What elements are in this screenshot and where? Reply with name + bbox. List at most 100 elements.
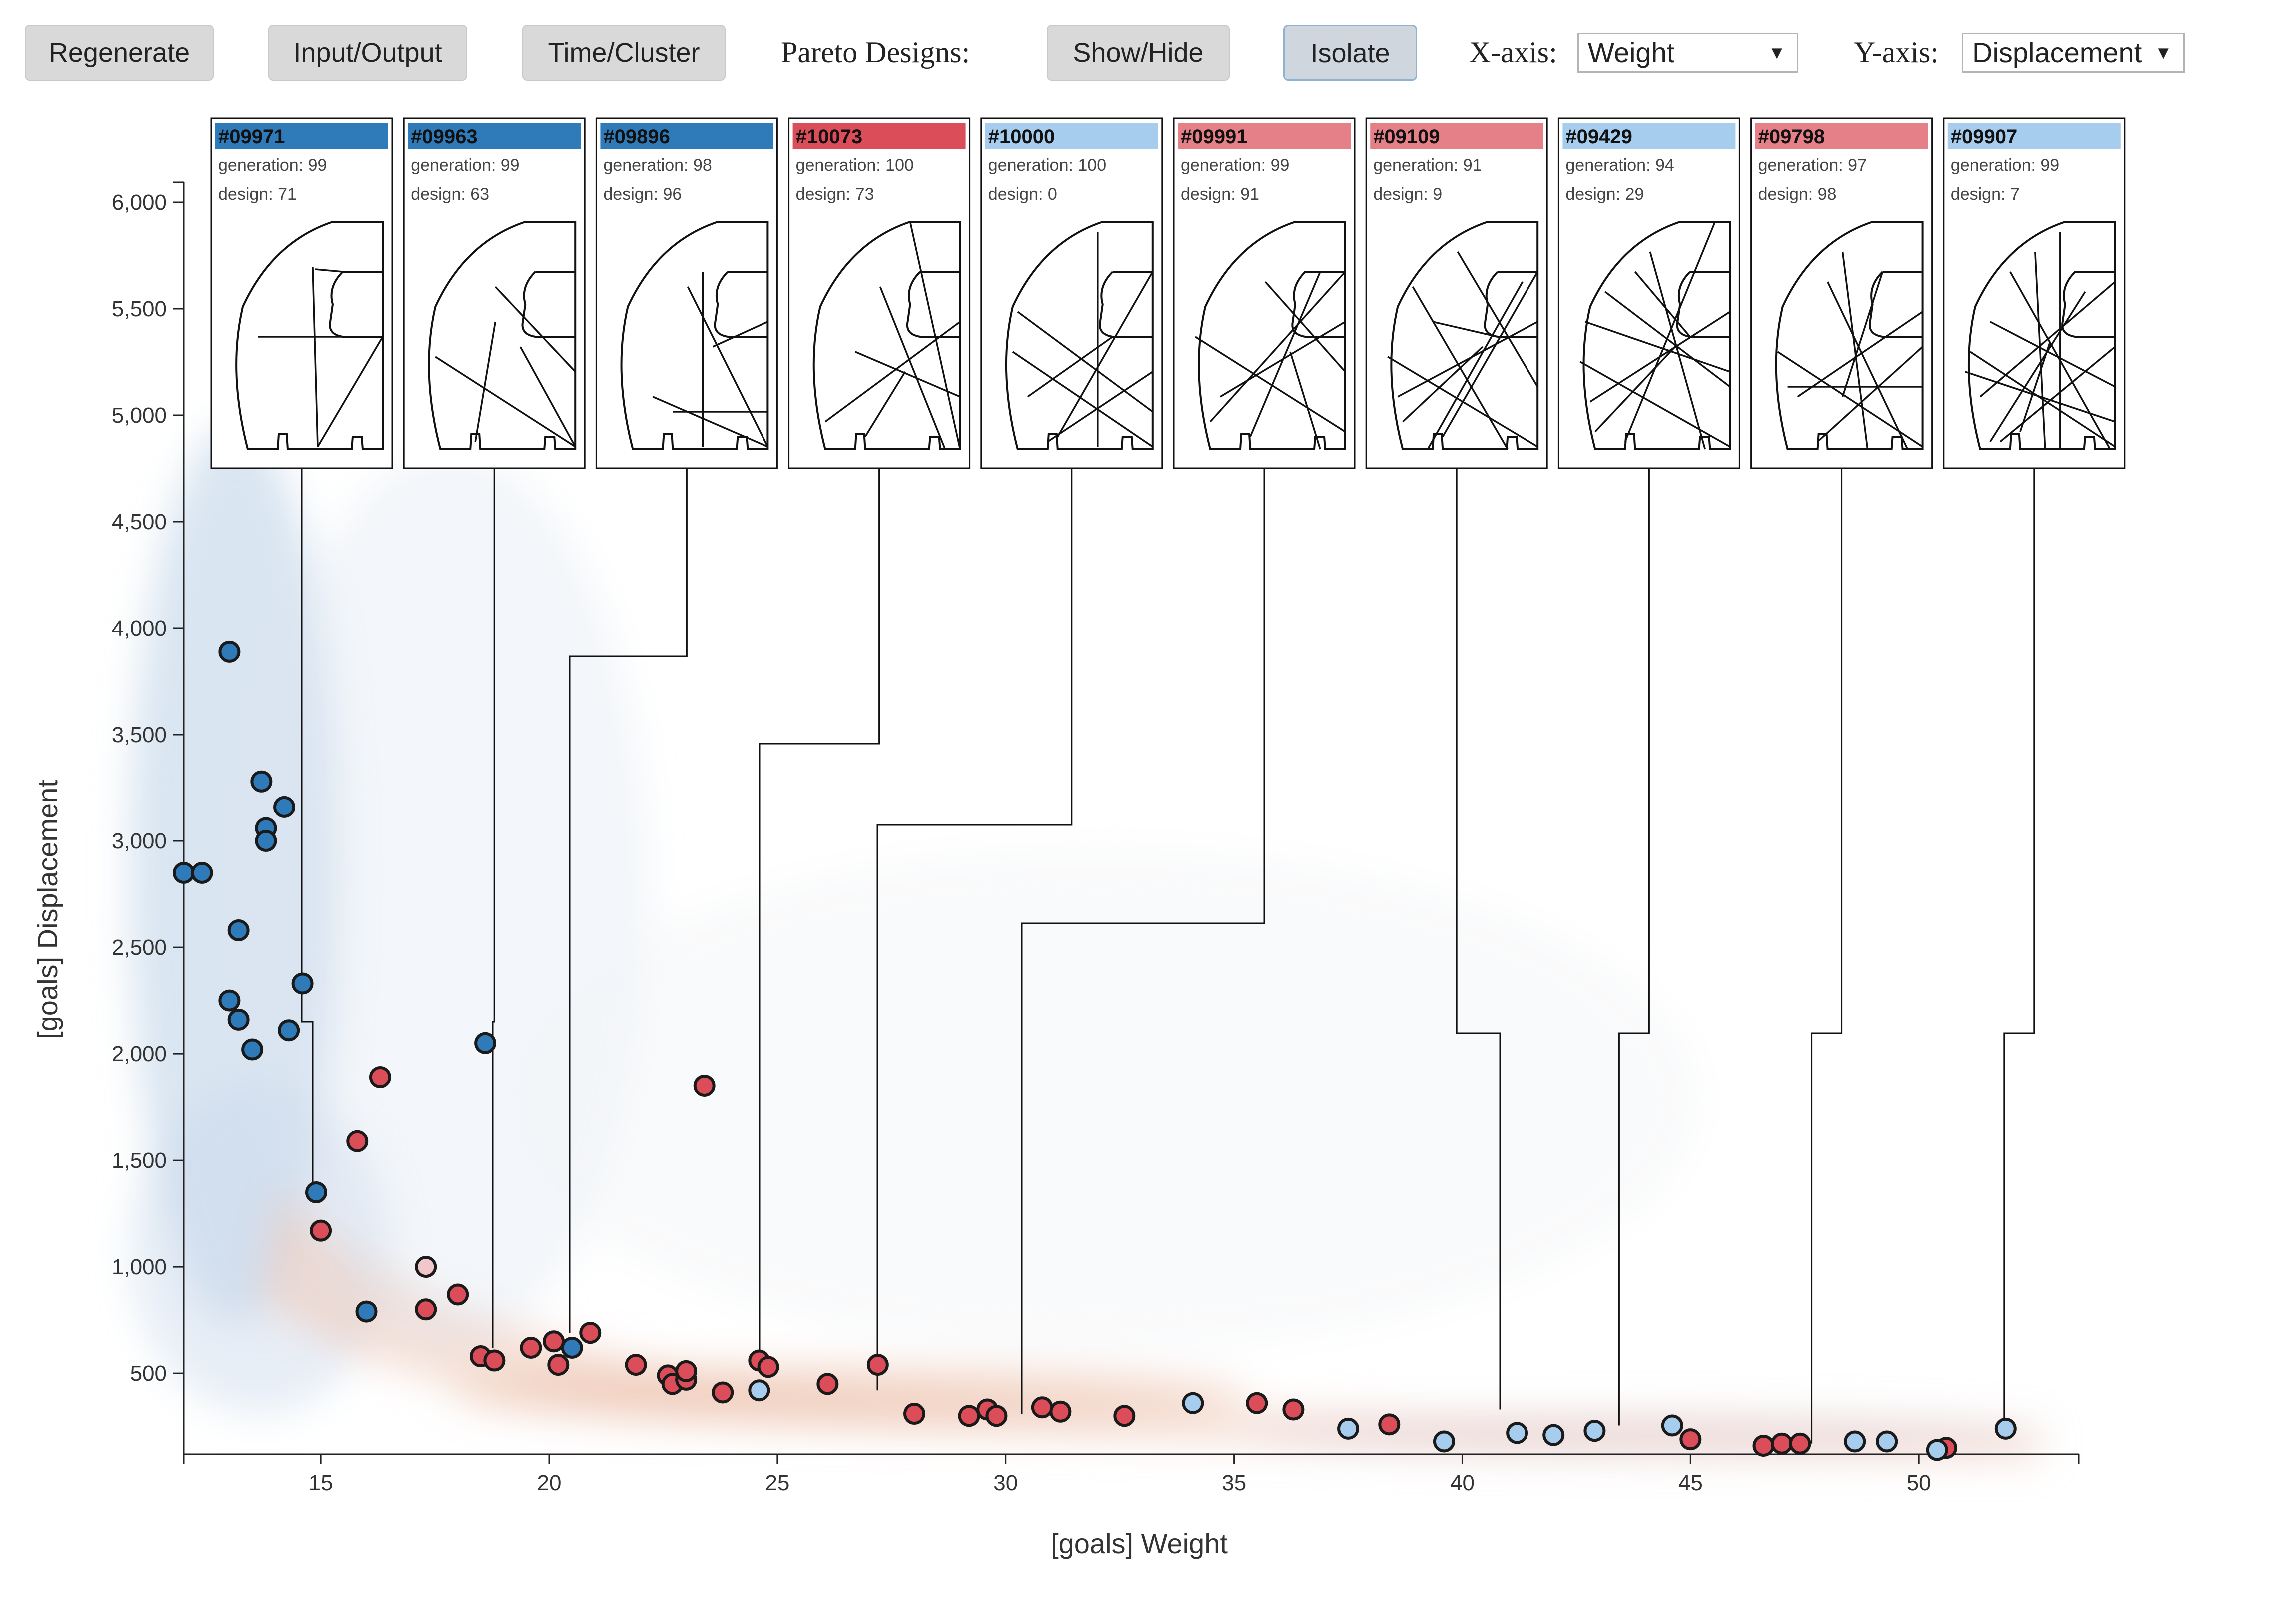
card-generation: generation: 100 — [988, 156, 1106, 175]
data-point-cluster-light-blue[interactable] — [1926, 1439, 1948, 1461]
data-point-cluster-red[interactable] — [543, 1330, 565, 1353]
data-point-cluster-dark-blue[interactable] — [305, 1181, 327, 1203]
data-point-cluster-red[interactable] — [712, 1381, 734, 1404]
y-axis-select[interactable]: Displacement ▼ — [1962, 33, 2185, 73]
input-output-button[interactable]: Input/Output — [268, 25, 467, 81]
design-cutout — [521, 271, 576, 338]
data-point-cluster-red[interactable] — [625, 1354, 647, 1376]
data-point-cluster-dark-blue[interactable] — [273, 796, 296, 818]
data-point-cluster-red[interactable] — [1113, 1405, 1136, 1427]
data-point-cluster-red[interactable] — [1752, 1434, 1775, 1457]
data-point-cluster-dark-blue[interactable] — [227, 919, 250, 941]
isolate-button[interactable]: Isolate — [1283, 25, 1417, 81]
data-point-cluster-dark-blue[interactable] — [355, 1300, 378, 1323]
data-point-cluster-red[interactable] — [866, 1354, 889, 1376]
design-member — [1965, 371, 2116, 423]
data-point-cluster-red[interactable] — [693, 1074, 716, 1097]
data-point-cluster-light-blue[interactable] — [1583, 1420, 1606, 1442]
data-point-cluster-red[interactable] — [547, 1354, 570, 1376]
pareto-card-09907[interactable]: #09907 generation: 99 design: 7 — [1943, 117, 2126, 469]
design-member — [712, 321, 768, 348]
data-point-cluster-red[interactable] — [483, 1349, 506, 1372]
data-point-cluster-red[interactable] — [1771, 1432, 1793, 1455]
data-point-cluster-dark-blue[interactable] — [561, 1336, 583, 1359]
y-axis-title: [goals] Displacement — [32, 780, 63, 1039]
x-tick-label: 45 — [1678, 1471, 1703, 1495]
design-member — [1195, 336, 1346, 433]
data-point-cluster-dark-blue[interactable] — [218, 989, 241, 1012]
pareto-card-09896[interactable]: #09896 generation: 98 design: 96 — [595, 117, 778, 469]
data-point-cluster-red[interactable] — [415, 1298, 437, 1321]
data-point-cluster-dark-blue[interactable] — [291, 972, 314, 995]
data-point-cluster-red[interactable] — [675, 1360, 698, 1382]
data-point-cluster-dark-blue[interactable] — [474, 1032, 497, 1054]
data-point-cluster-red[interactable] — [1789, 1432, 1811, 1455]
data-point-cluster-dark-blue[interactable] — [218, 640, 241, 663]
pareto-card-09963[interactable]: #09963 generation: 99 design: 63 — [403, 117, 586, 469]
x-tick-label: 30 — [993, 1471, 1018, 1495]
data-point-cluster-red[interactable] — [579, 1322, 602, 1344]
show-hide-button[interactable]: Show/Hide — [1047, 25, 1230, 81]
pareto-card-09971[interactable]: #09971 generation: 99 design: 71 — [210, 117, 393, 469]
data-point-cluster-red[interactable] — [1246, 1392, 1268, 1414]
card-frame — [1750, 117, 1933, 469]
data-point-cluster-red[interactable] — [903, 1403, 925, 1425]
data-point-cluster-red[interactable] — [369, 1066, 391, 1088]
data-point-cluster-light-blue[interactable] — [1433, 1430, 1455, 1453]
time-cluster-button[interactable]: Time/Cluster — [522, 25, 726, 81]
data-point-cluster-red[interactable] — [1378, 1413, 1401, 1436]
data-point-cluster-light-blue[interactable] — [1542, 1424, 1565, 1446]
card-design: design: 73 — [796, 185, 874, 204]
data-point-cluster-light-blue[interactable] — [1506, 1422, 1528, 1444]
data-point-cluster-light-blue[interactable] — [1994, 1417, 2017, 1440]
y-axis-select-value: Displacement — [1972, 37, 2142, 68]
data-point-cluster-red[interactable] — [1049, 1400, 1072, 1423]
design-drawing — [1195, 221, 1346, 450]
data-point-cluster-red[interactable] — [816, 1373, 839, 1395]
y-tick-label: 500 — [130, 1361, 167, 1386]
data-point-cluster-dark-blue[interactable] — [250, 770, 273, 793]
pareto-card-09991[interactable]: #09991 generation: 99 design: 91 — [1173, 117, 1356, 469]
pareto-card-09109[interactable]: #09109 generation: 91 design: 9 — [1365, 117, 1548, 469]
data-point-cluster-light-blue[interactable] — [748, 1379, 770, 1402]
data-point-cluster-dark-blue[interactable] — [191, 861, 213, 884]
data-point-cluster-light-blue[interactable] — [1876, 1430, 1898, 1453]
design-drawing — [1387, 221, 1539, 450]
pareto-card-09798[interactable]: #09798 generation: 97 design: 98 — [1750, 117, 1933, 469]
data-point-cluster-red[interactable] — [310, 1219, 332, 1242]
design-member — [1289, 351, 1321, 450]
data-point-cluster-dark-blue[interactable] — [255, 830, 277, 852]
card-design: design: 7 — [1951, 185, 2020, 204]
pareto-card-09429[interactable]: #09429 generation: 94 design: 29 — [1557, 117, 1740, 469]
data-point-cluster-red[interactable] — [1031, 1396, 1053, 1419]
data-point-cluster-dark-blue[interactable] — [241, 1038, 264, 1061]
data-point-cluster-dark-blue[interactable] — [173, 861, 195, 884]
pareto-card-10073[interactable]: #10073 generation: 100 design: 73 — [788, 117, 971, 469]
design-member — [879, 286, 946, 450]
data-point-cluster-red[interactable] — [1282, 1398, 1305, 1421]
data-point-cluster-red[interactable] — [1679, 1428, 1702, 1451]
regenerate-button[interactable]: Regenerate — [25, 25, 214, 81]
data-point-cluster-dark-blue[interactable] — [278, 1019, 300, 1042]
data-point-cluster-red[interactable] — [985, 1405, 1008, 1427]
design-member — [909, 221, 961, 450]
data-point-cluster-red[interactable] — [447, 1283, 469, 1306]
design-member — [1817, 346, 1923, 443]
card-generation: generation: 99 — [1951, 156, 2059, 175]
data-point-cluster-red[interactable] — [958, 1405, 980, 1427]
x-axis-select[interactable]: Weight ▼ — [1577, 33, 1798, 73]
design-member — [1264, 281, 1346, 373]
data-point-cluster-red[interactable] — [520, 1336, 542, 1359]
data-point-cluster-red[interactable] — [346, 1130, 369, 1152]
pareto-card-10000[interactable]: #10000 generation: 100 design: 0 — [980, 117, 1163, 469]
data-point-cluster-light-blue[interactable] — [1182, 1392, 1204, 1414]
data-point-cluster-pale-red[interactable] — [415, 1256, 437, 1278]
data-point-cluster-light-blue[interactable] — [1337, 1417, 1360, 1440]
data-point-cluster-red[interactable] — [757, 1356, 779, 1378]
design-member — [1827, 281, 1909, 450]
data-point-cluster-dark-blue[interactable] — [227, 1008, 250, 1031]
y-tick-label: 3,500 — [112, 723, 167, 747]
data-point-cluster-light-blue[interactable] — [1844, 1430, 1866, 1453]
design-member — [315, 268, 343, 273]
data-point-cluster-light-blue[interactable] — [1661, 1414, 1683, 1437]
